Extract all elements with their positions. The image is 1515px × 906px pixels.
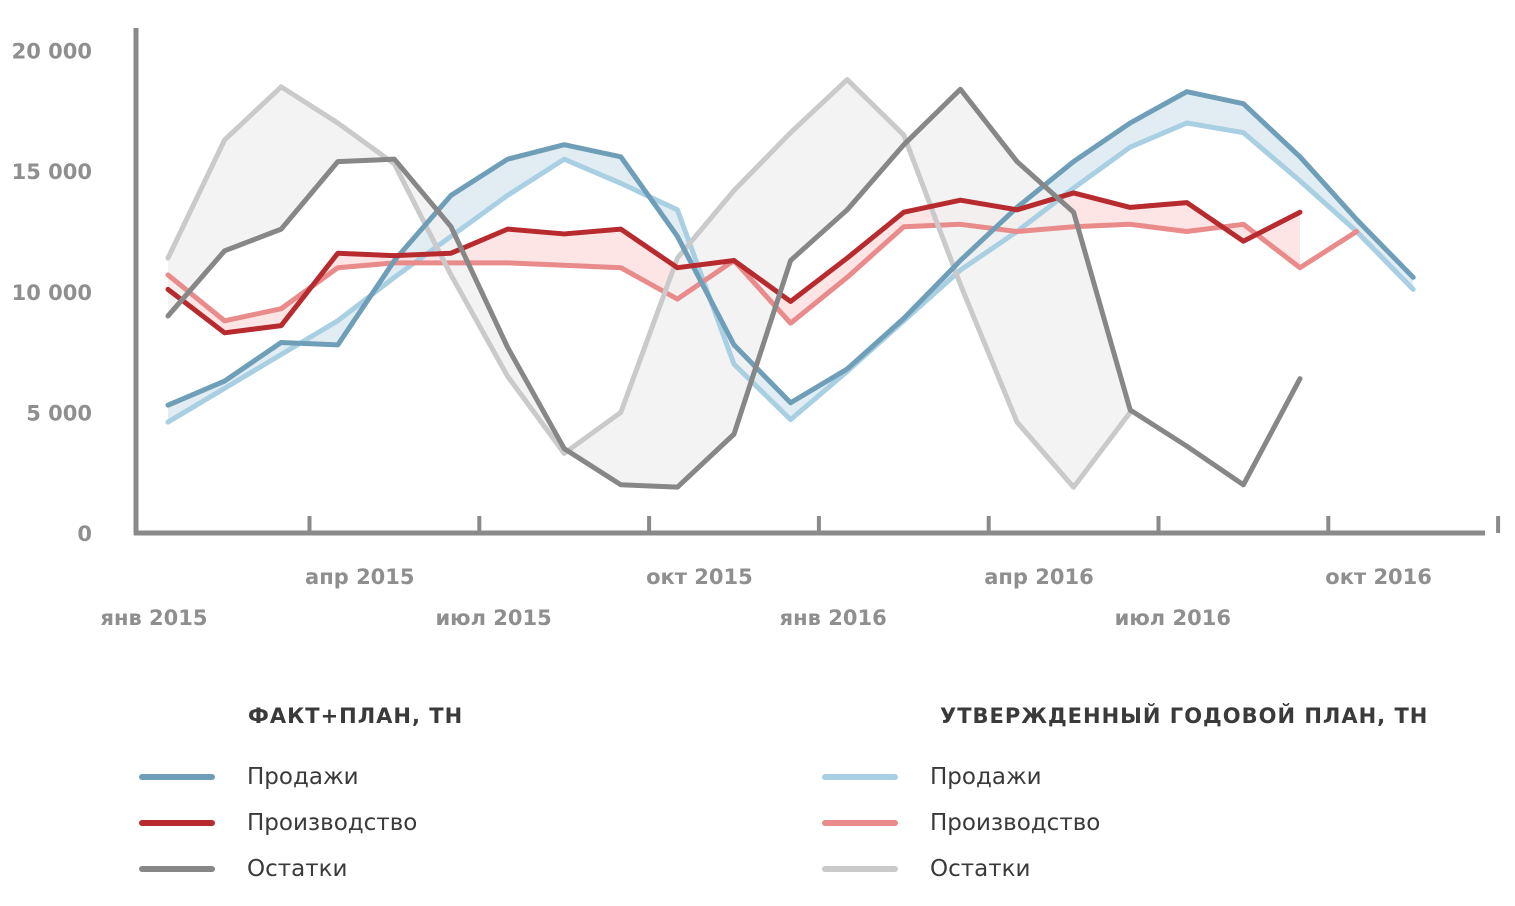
series-line-plan-stock bbox=[165, 77, 1133, 490]
legend-title-plan: УТВЕРЖДЕННЫЙ ГОДОВОЙ ПЛАН, ТН bbox=[940, 704, 1429, 728]
legend-swatch bbox=[822, 866, 898, 872]
x-tick-label: апр 2015 bbox=[305, 565, 414, 589]
legend-item-plan-production: Производство bbox=[822, 808, 1100, 838]
y-tick-labels: 0 5 000 10 000 15 000 20 000 bbox=[12, 40, 92, 546]
series-line-fact-sales bbox=[165, 89, 1416, 408]
series-lines bbox=[165, 77, 1416, 490]
series-line-fact-stock bbox=[165, 86, 1303, 490]
legend-item-plan-sales: Продажи bbox=[822, 762, 1042, 792]
legend-label: Остатки bbox=[247, 856, 348, 882]
x-tick-label: июл 2016 bbox=[1115, 606, 1231, 630]
x-tick-label: июл 2015 bbox=[435, 606, 551, 630]
line-chart: 0 5 000 10 000 15 000 20 000 янв 2015 апр 201… bbox=[12, 28, 1501, 630]
x-tick-labels: янв 2015 апр 2015 июл 2015 окт 2015 янв 2016… bbox=[100, 565, 1431, 630]
x-tick-label: окт 2015 bbox=[646, 565, 753, 589]
x-tick-label: апр 2016 bbox=[984, 565, 1093, 589]
legend-item-plan-stock: Остатки bbox=[822, 854, 1030, 884]
series-bands bbox=[168, 79, 1414, 488]
series-line-plan-production bbox=[165, 221, 1360, 326]
x-tick-marks bbox=[307, 516, 1501, 533]
x-tick-label: янв 2016 bbox=[780, 606, 887, 630]
legend-item-fact-stock: Остатки bbox=[139, 854, 347, 884]
band-stock bbox=[168, 79, 1131, 488]
legend-item-fact-sales: Продажи bbox=[139, 762, 359, 792]
x-tick-label: янв 2015 bbox=[100, 606, 207, 630]
legend-swatch bbox=[139, 774, 215, 780]
x-tick-label: окт 2016 bbox=[1325, 565, 1432, 589]
y-tick-label: 20 000 bbox=[12, 40, 92, 64]
legend-label: Продажи bbox=[247, 764, 359, 790]
legend-label: Производство bbox=[247, 810, 418, 836]
y-tick-label: 5 000 bbox=[26, 401, 92, 425]
axes bbox=[133, 28, 1485, 536]
legend-label: Производство bbox=[930, 810, 1101, 836]
y-tick-label: 15 000 bbox=[12, 160, 92, 184]
legend-title-fact: ФАКТ+ПЛАН, ТН bbox=[248, 704, 464, 728]
legend-swatch bbox=[822, 774, 898, 780]
series-line-fact-production bbox=[165, 190, 1303, 336]
legend-swatch bbox=[139, 820, 215, 826]
legend-swatch bbox=[822, 820, 898, 826]
y-tick-label: 10 000 bbox=[12, 281, 92, 305]
y-tick-label: 0 bbox=[77, 522, 92, 546]
legend-label: Продажи bbox=[930, 764, 1042, 790]
legend-swatch bbox=[139, 866, 215, 872]
legend-label: Остатки bbox=[930, 856, 1031, 882]
legend-item-fact-production: Производство bbox=[139, 808, 417, 838]
